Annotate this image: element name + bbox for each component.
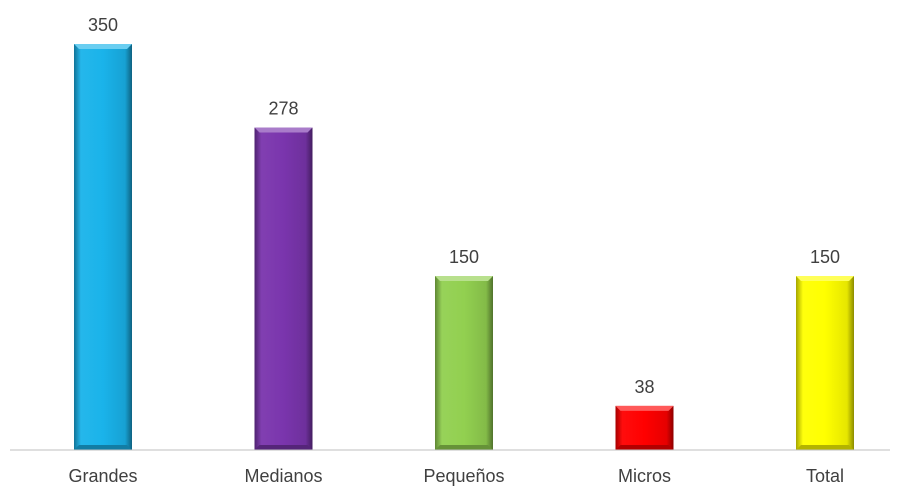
bar-body (254, 127, 313, 451)
bar-body (74, 44, 132, 450)
bar-bottom-bevel (435, 445, 493, 450)
bar-body (435, 276, 493, 450)
bar-bottom-bevel (796, 445, 854, 450)
x-tick-label-micros: Micros (618, 466, 671, 486)
bar-grandes (74, 44, 132, 450)
x-tick-labels: Grandes Medianos Pequeños Micros Total (68, 466, 844, 486)
data-label-medianos: 278 (268, 99, 298, 119)
bar-total (796, 276, 854, 450)
bar-top-bevel (435, 276, 493, 281)
bar-medianos (254, 127, 313, 451)
x-tick-label-medianos: Medianos (244, 466, 322, 486)
bar-top-bevel (615, 405, 674, 411)
bar-bottom-bevel (74, 445, 132, 450)
data-label-total: 150 (810, 247, 840, 267)
data-label-micros: 38 (634, 377, 654, 397)
labels-layer: 350 278 150 38 150 (88, 15, 840, 397)
data-label-pequeños: 150 (449, 247, 479, 267)
bar-micros (615, 405, 674, 450)
bar-bottom-bevel (615, 445, 674, 450)
bar-top-bevel (254, 127, 313, 133)
bars-layer (74, 44, 854, 451)
bar-body (615, 405, 674, 450)
bar-top-bevel (74, 44, 132, 49)
x-tick-label-pequeños: Pequeños (423, 466, 504, 486)
bar-top-bevel (796, 276, 854, 281)
x-tick-label-total: Total (806, 466, 844, 486)
x-tick-label-grandes: Grandes (68, 466, 137, 486)
bar-bottom-bevel (254, 445, 313, 450)
data-label-grandes: 350 (88, 15, 118, 35)
bar-pequeños (435, 276, 493, 450)
bar-body (796, 276, 854, 450)
